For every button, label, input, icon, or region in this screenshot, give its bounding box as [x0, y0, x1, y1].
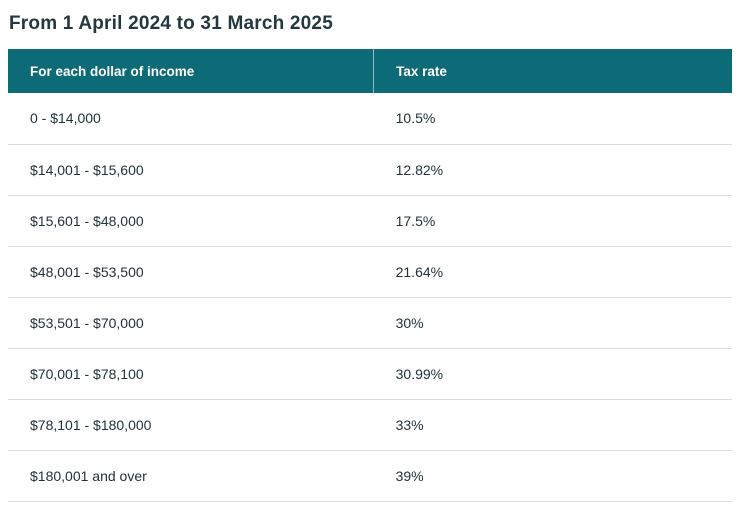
tax-rate-cell: 33% — [373, 399, 732, 451]
column-header-income: For each dollar of income — [8, 49, 375, 93]
table-header: For each dollar of income Tax rate — [8, 49, 732, 93]
table-row: $14,001 - $15,600 12.82% — [8, 144, 732, 196]
income-range-cell: 0 - $14,000 — [8, 93, 374, 145]
income-range-cell: $14,001 - $15,600 — [8, 144, 374, 196]
tax-rate-cell: 30% — [373, 297, 732, 349]
tax-table-body: 0 - $14,000 10.5% $14,001 - $15,600 12.82% $… — [8, 93, 732, 502]
tax-rate-table: For each dollar of income Tax rate 0 - $… — [8, 49, 732, 502]
tax-table-container: For each dollar of income Tax rate 0 - $… — [8, 49, 732, 502]
table-row: $78,101 - $180,000 33% — [8, 399, 732, 451]
tax-rate-cell: 30.99% — [373, 348, 732, 400]
income-range-cell: $48,001 - $53,500 — [8, 246, 374, 298]
column-header-tax-rate: Tax rate — [373, 49, 732, 93]
table-row: $48,001 - $53,500 21.64% — [8, 246, 732, 298]
income-range-cell: $53,501 - $70,000 — [8, 297, 374, 349]
table-row: $180,001 and over 39% — [8, 450, 732, 502]
tax-rate-cell: 10.5% — [373, 93, 732, 145]
income-range-cell: $78,101 - $180,000 — [8, 399, 374, 451]
table-row: $15,601 - $48,000 17.5% — [8, 195, 732, 247]
income-range-cell: $70,001 - $78,100 — [8, 348, 374, 400]
tax-rate-cell: 39% — [373, 450, 732, 502]
page-title: From 1 April 2024 to 31 March 2025 — [9, 13, 333, 34]
table-row: $53,501 - $70,000 30% — [8, 297, 732, 349]
tax-rate-cell: 17.5% — [373, 195, 732, 247]
table-header-row: For each dollar of income Tax rate — [8, 49, 732, 93]
table-row: $70,001 - $78,100 30.99% — [8, 348, 732, 400]
income-range-cell: $180,001 and over — [8, 450, 374, 502]
tax-rate-cell: 21.64% — [373, 246, 732, 298]
tax-rate-cell: 12.82% — [373, 144, 732, 196]
table-row: 0 - $14,000 10.5% — [8, 93, 732, 145]
income-range-cell: $15,601 - $48,000 — [8, 195, 374, 247]
